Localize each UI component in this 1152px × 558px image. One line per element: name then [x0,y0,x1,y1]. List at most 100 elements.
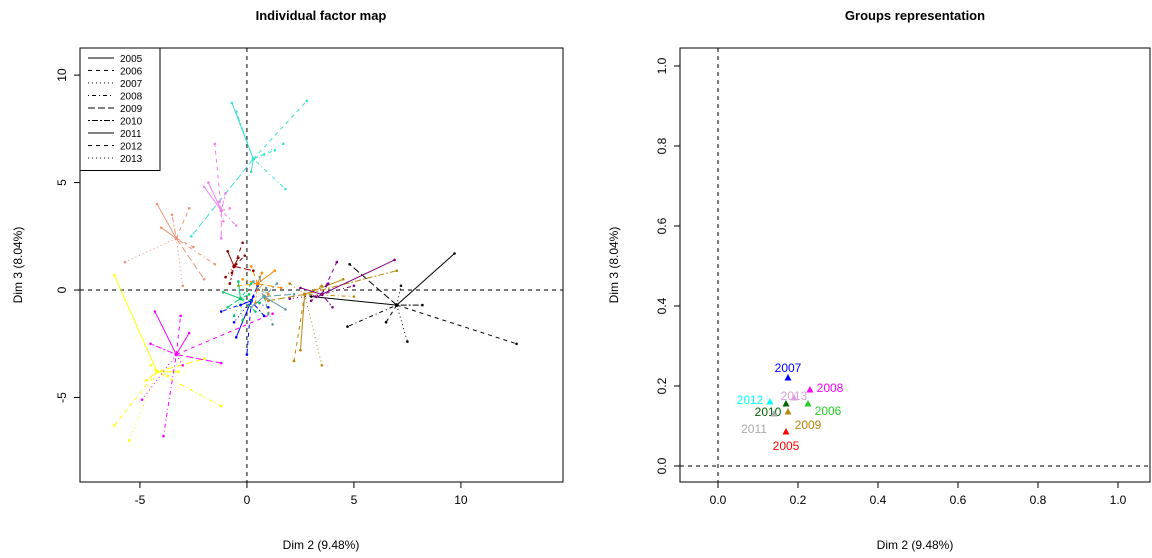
partial-spoke [257,283,269,295]
legend-label: 2010 [120,117,143,128]
point-label: 2012 [737,393,764,407]
point-label: 2010 [755,405,782,419]
partial-point [249,282,253,285]
partial-point [241,241,244,245]
group-point [782,400,790,407]
partial-spoke [203,186,222,211]
partial-point [252,280,255,283]
partial-spoke [304,278,344,295]
partial-spoke [175,238,205,280]
partial-point [267,312,270,315]
partial-point [155,202,159,206]
partial-spoke [176,354,222,364]
partial-point [232,320,236,324]
partial-point [352,295,356,298]
partial-point [226,305,229,309]
partial-spoke [321,294,333,308]
partial-point [335,260,339,264]
partial-spoke [263,296,269,314]
partial-spoke [156,371,222,407]
partial-point [181,284,185,288]
partial-spoke [304,294,323,366]
partial-point [149,363,152,367]
partial-spoke [227,251,235,267]
partial-point [219,404,223,408]
partial-point [395,269,399,272]
partial-point [237,280,240,283]
partial-spoke [154,311,177,355]
y-tick-label: 0 [55,286,69,293]
x-axis-label: Dim 2 (9.48%) [283,538,360,552]
partial-point [247,293,251,296]
partial-point [166,374,170,378]
partial-point [187,207,191,210]
plot-frame [679,47,1151,483]
y-axis-label: Dim 3 (8.04%) [11,227,25,304]
partial-spoke [175,332,190,355]
partial-spoke [227,298,241,308]
partial-point [202,277,206,281]
group-point [770,410,778,417]
partial-point [149,342,152,346]
legend-label: 2012 [120,142,143,153]
partial-point [258,275,262,279]
partial-point [192,245,195,249]
individual-point [394,303,399,307]
partial-spoke [396,253,455,306]
partial-point [224,275,227,279]
partial-point [112,273,116,277]
partial-point [249,170,253,174]
partial-point [219,361,223,365]
group-point [784,408,792,415]
individual-point [255,281,260,286]
partial-point [284,308,287,311]
partial-spoke [146,371,158,381]
partial-point [288,282,292,285]
partial-spoke [223,291,241,300]
partial-point [217,200,221,204]
partial-point [179,314,182,318]
x-tick-label: -5 [135,493,146,507]
x-tick-label: 5 [351,493,358,507]
partial-point [320,363,324,367]
partial-point [262,314,266,318]
partial-spoke [254,283,259,303]
y-tick-label: 10 [55,68,69,82]
partial-point [292,359,296,363]
partial-spoke [300,287,322,295]
partial-point [213,262,217,266]
partial-spoke [321,285,355,295]
partial-spoke [252,158,286,190]
partial-spoke [220,210,237,226]
legend-frame [79,47,161,171]
partial-point [273,149,277,152]
partial-point [267,293,270,296]
partial-spoke [240,300,252,306]
partial-spoke [235,300,252,338]
point-label: 2007 [775,361,802,375]
partial-point [299,348,302,352]
partial-point [254,310,257,313]
partial-spoke [237,281,241,299]
partial-spoke [128,371,158,441]
y-tick-label: 1.0 [655,57,669,74]
partial-spoke [161,227,177,239]
partial-spoke [253,143,284,160]
partial-spoke [220,193,227,211]
partial-point [228,207,232,210]
partial-point [453,252,456,255]
partial-point [234,336,238,339]
partial-spoke [175,208,190,239]
partial-point [326,282,330,285]
partial-point [275,282,279,285]
point-label: 2006 [815,404,842,418]
partial-spoke [246,300,252,355]
partial-point [252,269,255,272]
partial-spoke [176,238,216,265]
partial-spoke [233,255,246,267]
partial-point [267,305,270,309]
partial-point [226,250,229,253]
individual-point [155,369,159,374]
y-tick-label: -5 [55,392,69,403]
partial-point [230,101,234,105]
